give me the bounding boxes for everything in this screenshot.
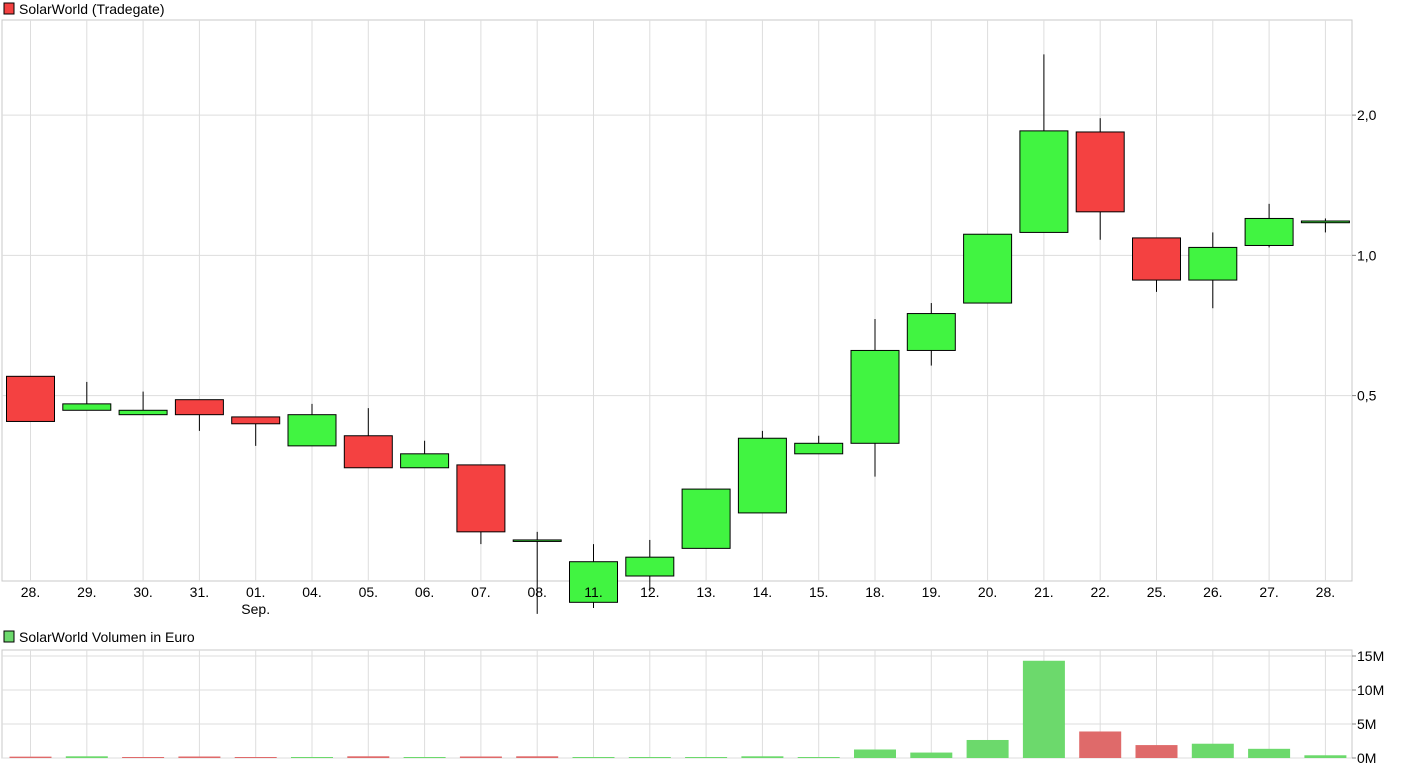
x-tick-label: 11. <box>584 584 602 600</box>
volume-bar-up <box>685 757 728 758</box>
volume-bar-up <box>910 752 953 758</box>
volume-bar-down <box>516 756 559 758</box>
x-tick-label: 04. <box>302 584 321 600</box>
x-tick-label: 20. <box>978 584 997 600</box>
candle-body-up <box>62 403 112 411</box>
price-panel: 0,5 1,0 2,0 28. 29. 30. 31. 01. 04. 05. 06. 07. 08.… <box>1 19 1377 617</box>
volume-y-axis: 0M 5M 10M 15M <box>1352 648 1384 766</box>
volume-bar-up <box>628 757 671 758</box>
volume-bars <box>9 660 1347 758</box>
y-tick-label: 2,0 <box>1357 107 1377 123</box>
candle-body-down <box>6 375 55 422</box>
x-tick-label: 08. <box>527 584 546 600</box>
candle-body-up <box>850 349 900 444</box>
candle-body-up <box>794 442 844 455</box>
candle-body-up <box>681 488 731 549</box>
candle-body-up <box>512 539 562 542</box>
volume-bar-down <box>234 757 277 758</box>
candle-body-down <box>174 399 224 416</box>
volume-y-tick-label: 5M <box>1357 716 1376 732</box>
volume-y-tick-label: 0M <box>1357 750 1376 766</box>
candle-body-up <box>287 414 337 447</box>
price-candles <box>6 54 1350 614</box>
volume-bar-up <box>1191 743 1234 758</box>
x-tick-label: 25. <box>1147 584 1166 600</box>
x-tick-label: 28. <box>1316 584 1335 600</box>
x-tick-label: 21. <box>1034 584 1053 600</box>
candle-body-up <box>625 556 675 577</box>
price-y-axis: 0,5 1,0 2,0 <box>1352 107 1377 404</box>
candle-body-up <box>963 233 1013 304</box>
x-tick-label: 15. <box>809 584 828 600</box>
volume-bar-up <box>65 756 108 758</box>
candle-body-up <box>737 437 787 514</box>
volume-panel: 0M 5M 10M 15M <box>1 648 1384 766</box>
volume-bar-up <box>797 757 840 758</box>
volume-grid <box>2 650 1352 759</box>
x-month-label: Sep. <box>241 601 270 617</box>
volume-bar-up <box>1304 755 1347 758</box>
x-tick-label: 14. <box>753 584 772 600</box>
candle-body-up <box>118 409 168 416</box>
x-tick-label: 22. <box>1090 584 1109 600</box>
x-tick-label: 27. <box>1259 584 1278 600</box>
x-tick-label: 31. <box>190 584 209 600</box>
volume-legend-label: SolarWorld Volumen in Euro <box>19 629 195 645</box>
volume-legend-swatch <box>3 630 15 643</box>
candle-body-up <box>1019 130 1069 233</box>
x-tick-label: 12. <box>640 584 659 600</box>
volume-bar-up <box>572 757 615 758</box>
volume-bar-down <box>1079 731 1122 758</box>
volume-plot-area <box>1 649 1353 759</box>
x-tick-label: 18. <box>865 584 884 600</box>
volume-bar-down <box>1135 745 1178 758</box>
volume-bar-down <box>9 756 52 758</box>
volume-bar-down <box>459 756 502 758</box>
candle-body-up <box>400 453 450 469</box>
x-tick-label: 07. <box>471 584 490 600</box>
volume-bar-down <box>178 756 221 758</box>
x-tick-label: 13. <box>696 584 715 600</box>
volume-bar-up <box>403 757 446 758</box>
x-tick-label: 26. <box>1203 584 1222 600</box>
volume-bar-up <box>741 756 784 758</box>
volume-bar-up <box>966 739 1009 758</box>
price-legend-label: SolarWorld (Tradegate) <box>19 1 165 17</box>
candle-body-up <box>1244 217 1294 246</box>
volume-bar-up <box>854 749 896 758</box>
x-tick-label: 30. <box>133 584 152 600</box>
volume-bar-up <box>1022 660 1065 758</box>
candle-body-down <box>456 464 506 533</box>
x-tick-label: 05. <box>359 584 378 600</box>
volume-bar-down <box>122 757 165 758</box>
x-tick-label: 28. <box>21 584 40 600</box>
y-tick-label: 1,0 <box>1357 247 1377 263</box>
candle-body-up <box>1188 246 1238 281</box>
candle-body-up <box>1300 220 1350 224</box>
candle-body-up <box>569 561 618 603</box>
candle-body-up <box>906 313 956 351</box>
volume-bar-up <box>291 757 333 758</box>
volume-bar-down <box>347 756 390 758</box>
x-tick-label: 29. <box>77 584 96 600</box>
volume-y-tick-label: 10M <box>1357 682 1384 698</box>
x-tick-label: 01. <box>246 584 265 600</box>
volume-bar-up <box>1248 748 1291 758</box>
price-x-axis: 28. 29. 30. 31. 01. 04. 05. 06. 07. 08. 11. 12. 13. 1… <box>21 584 1335 617</box>
x-tick-label: 06. <box>415 584 434 600</box>
y-tick-label: 0,5 <box>1357 388 1377 404</box>
candle-body-down <box>1132 237 1181 281</box>
price-legend-swatch <box>3 2 15 15</box>
candle-body-down <box>1075 131 1125 213</box>
price-plot-area <box>1 19 1353 582</box>
x-tick-label: 19. <box>922 584 941 600</box>
volume-y-tick-label: 15M <box>1357 648 1384 664</box>
candle-body-down <box>231 416 281 425</box>
candle-body-down <box>343 435 393 469</box>
